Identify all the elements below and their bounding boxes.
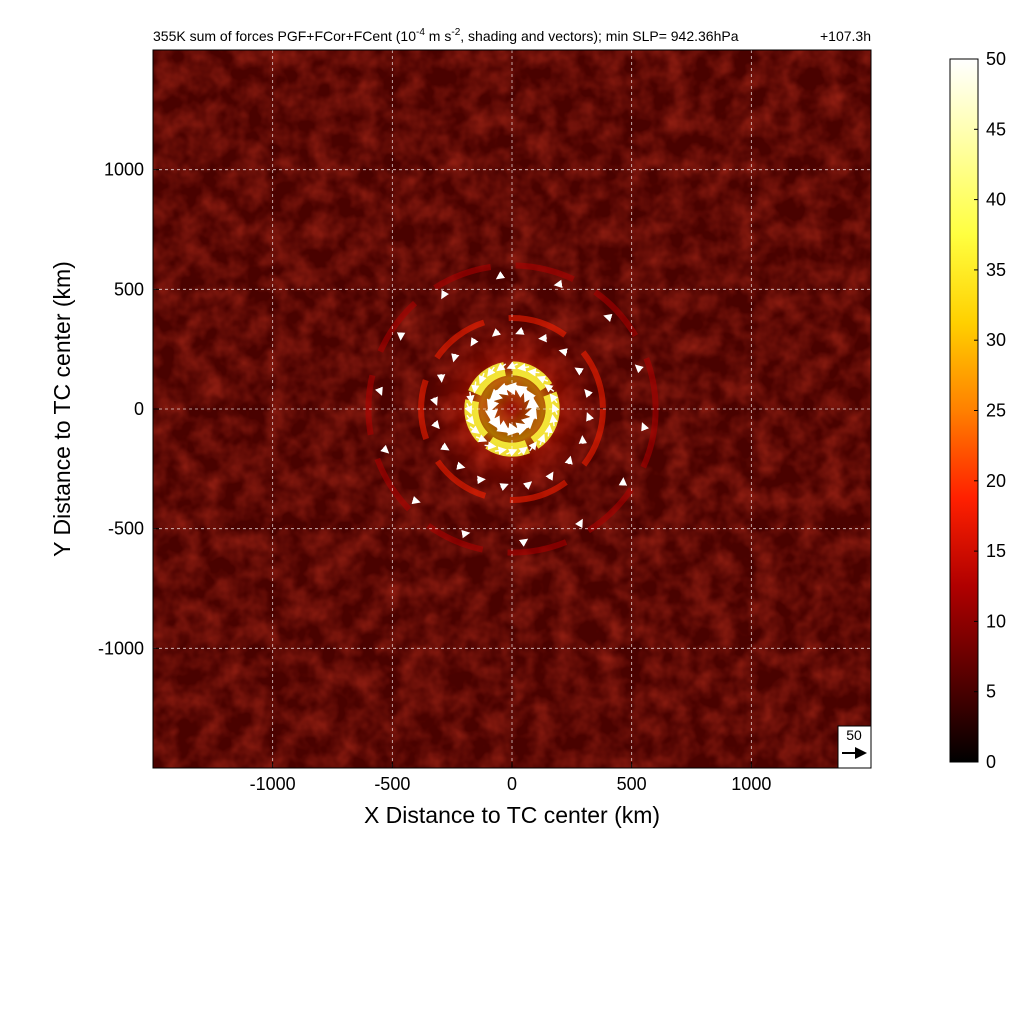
x-tick-label: 1000	[731, 774, 771, 794]
force-vector	[603, 313, 613, 322]
field-noise-texture	[153, 50, 871, 768]
y-axis-ticks: 1000 500 0 -500 -1000	[98, 160, 159, 658]
colorbar-tick-label: 35	[986, 260, 1006, 280]
force-vector	[430, 396, 438, 406]
force-vector	[549, 393, 559, 404]
force-vector	[544, 384, 555, 393]
force-vector	[549, 414, 558, 427]
force-vector	[380, 444, 390, 454]
force-vector	[469, 425, 480, 434]
force-vector	[461, 529, 471, 539]
force-vector	[411, 496, 421, 505]
y-axis-label: Y Distance to TC center (km)	[49, 261, 75, 557]
force-vector	[465, 414, 475, 425]
y-tick-label: -1000	[98, 638, 144, 658]
force-vector	[564, 455, 573, 465]
colorbar-tick-label: 15	[986, 541, 1006, 561]
force-vector	[470, 337, 479, 347]
colorbar-tick-label: 5	[986, 682, 996, 702]
force-vector	[487, 366, 496, 377]
y-tick-label: 1000	[104, 160, 144, 180]
x-axis-ticks: -1000 -500 0 500 1000	[250, 762, 771, 794]
force-vector	[456, 461, 466, 470]
force-vector	[515, 327, 525, 335]
force-vector	[641, 422, 650, 432]
force-vector	[551, 403, 560, 415]
x-tick-label: 0	[507, 774, 517, 794]
field-ring	[365, 262, 659, 556]
force-vector	[495, 271, 506, 280]
force-vector	[517, 363, 530, 372]
y-tick-label: 0	[134, 399, 144, 419]
force-vector	[506, 448, 518, 457]
reference-vector-box: 50	[837, 725, 872, 769]
force-vector	[499, 483, 509, 491]
y-tick-label: -500	[108, 519, 144, 539]
force-vector	[545, 471, 554, 481]
force-vector	[544, 424, 553, 437]
x-tick-label: -500	[374, 774, 410, 794]
force-vector	[374, 386, 383, 396]
force-vector	[440, 442, 450, 451]
force-vector	[537, 433, 546, 446]
force-vector	[634, 364, 644, 374]
force-vector	[466, 391, 475, 404]
reference-vector-label: 50	[846, 727, 862, 743]
force-vector	[494, 446, 507, 455]
force-vectors	[374, 271, 650, 547]
colorbar-tick-label: 10	[986, 611, 1006, 631]
force-vector	[496, 362, 507, 372]
x-tick-label: 500	[617, 774, 647, 794]
force-vector	[471, 381, 480, 394]
y-tick-label: 500	[114, 279, 144, 299]
chart-title: 355K sum of forces PGF+FCor+FCent (10-4 …	[153, 27, 739, 44]
force-vector	[586, 412, 594, 422]
force-vector	[526, 394, 540, 420]
field-ring	[418, 315, 606, 503]
force-vector	[528, 441, 537, 452]
force-vector	[553, 279, 563, 289]
force-vector	[527, 368, 540, 377]
colorbar-tick-label: 20	[986, 471, 1006, 491]
force-vector	[464, 403, 473, 415]
force-vector	[584, 388, 593, 399]
colorbar-tick-label: 0	[986, 752, 996, 772]
force-vector	[558, 348, 568, 357]
force-vector	[574, 367, 584, 376]
colorbar-tick-label: 25	[986, 401, 1006, 421]
force-vector	[491, 328, 502, 337]
colorbar-tick-label: 50	[986, 49, 1006, 69]
force-vector	[575, 518, 583, 529]
x-axis-label: X Distance to TC center (km)	[364, 802, 660, 828]
colorbar-tick-label: 40	[986, 190, 1006, 210]
x-tick-label: -1000	[250, 774, 296, 794]
colorbar-tick-label: 30	[986, 330, 1006, 350]
force-vector	[475, 434, 488, 443]
force-vector	[478, 372, 487, 385]
force-vector	[518, 538, 529, 547]
force-vector	[536, 375, 549, 384]
force-vector	[517, 446, 528, 456]
force-vector	[506, 361, 518, 370]
chart-time-label: +107.3h	[820, 28, 871, 44]
colorbar-ramp	[949, 58, 979, 763]
plot-area: 50	[152, 49, 872, 769]
force-vector	[522, 481, 533, 490]
force-vector	[451, 353, 460, 363]
colorbar-tick-label: 45	[986, 119, 1006, 139]
force-vector	[484, 441, 497, 450]
force-vector	[441, 289, 449, 300]
force-vector	[431, 419, 440, 430]
